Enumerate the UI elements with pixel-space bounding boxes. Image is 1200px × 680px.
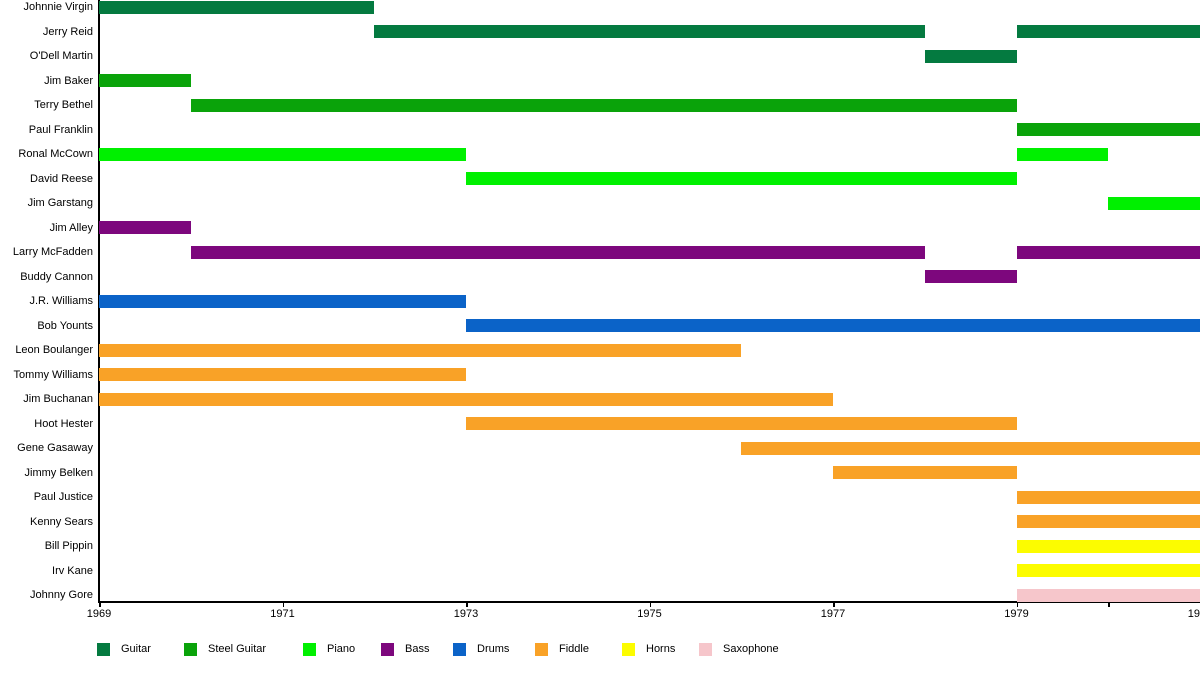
timeline-bar [99, 392, 833, 406]
member-label: Johnny Gore [30, 589, 93, 601]
x-tick [466, 602, 468, 607]
member-label: Irv Kane [52, 564, 93, 577]
timeline-bar [99, 343, 742, 357]
x-tick-label: 1969 [86, 608, 112, 620]
member-label: Kenny Sears [30, 515, 93, 528]
legend-label: Fiddle [559, 643, 589, 655]
member-label: Terry Bethel [34, 99, 93, 111]
timeline-bar [190, 98, 1017, 112]
timeline-bar [1108, 196, 1200, 210]
timeline-bar [1016, 515, 1200, 528]
member-label: Tommy Williams [13, 368, 93, 381]
timeline-bar [741, 441, 1200, 455]
timeline-bar [1016, 564, 1200, 577]
timeline-bar [99, 368, 466, 381]
member-label: Jim Alley [49, 221, 93, 234]
member-label: Bob Younts [37, 319, 93, 332]
timeline-bar [190, 245, 925, 259]
x-tick [833, 602, 835, 607]
x-tick [649, 602, 651, 607]
x-tick [1016, 602, 1018, 607]
member-label: Leon Boulanger [15, 344, 93, 356]
y-axis-line [98, 0, 100, 602]
member-label: J.R. Williams [29, 295, 93, 307]
x-tick [282, 602, 284, 607]
timeline-bar [1016, 539, 1200, 553]
member-label: Bill Pippin [44, 540, 93, 552]
steel_guitar-swatch-icon [184, 643, 197, 656]
timeline-bar [99, 221, 191, 234]
member-label: Jim Garstang [27, 197, 93, 209]
member-label: Gene Gasaway [17, 442, 93, 454]
legend-label: Horns [646, 643, 676, 655]
horns-swatch-icon [622, 643, 635, 656]
timeline-bar [374, 25, 925, 38]
member-label: Jim Baker [44, 74, 93, 87]
member-label: Hoot Hester [34, 417, 93, 430]
timeline-bar [99, 294, 466, 308]
x-tick [1108, 602, 1110, 607]
member-label: Ronal McCown [18, 148, 93, 160]
x-tick-label: 1979 [1004, 608, 1029, 620]
timeline-bar [1016, 123, 1200, 136]
timeline-bar [1016, 490, 1200, 504]
legend-label: Drums [477, 643, 510, 655]
timeline-bar [466, 319, 1200, 332]
timeline-bar [466, 172, 1017, 185]
member-label: Paul Justice [33, 491, 93, 503]
member-label: Johnnie Virgin [23, 1, 93, 13]
x-tick-label: 1973 [453, 608, 479, 620]
member-label: Buddy Cannon [20, 270, 93, 283]
timeline-bar [1016, 245, 1200, 259]
x-tick-label: 1975 [637, 608, 662, 620]
drums-swatch-icon [453, 643, 466, 656]
member-label: David Reese [30, 172, 93, 185]
timeline-bar [466, 417, 1017, 430]
piano-swatch-icon [303, 643, 316, 656]
timeline-bar [99, 74, 191, 87]
legend-label: Saxophone [723, 643, 779, 655]
timeline-bar [1016, 588, 1200, 602]
member-label: Larry McFadden [12, 246, 93, 258]
member-label: Jim Buchanan [23, 393, 93, 405]
legend-label: Piano [327, 643, 356, 655]
timeline-bar [99, 147, 466, 161]
member-label: Jimmy Belken [24, 466, 93, 479]
x-tick-label: 1977 [820, 608, 846, 620]
bass-swatch-icon [381, 643, 394, 656]
legend-label: Bass [405, 643, 430, 655]
member-label: Paul Franklin [28, 123, 93, 136]
timeline-bar [99, 0, 375, 14]
x-tick [99, 602, 101, 607]
x-tick-label: 1971 [270, 608, 295, 620]
fiddle-swatch-icon [535, 643, 548, 656]
timeline-bar [833, 466, 1017, 479]
member-label: Jerry Reid [42, 25, 93, 38]
x-tick-label: 1981 [1187, 608, 1200, 620]
x-axis-line [98, 601, 1200, 603]
timeline-bar [924, 49, 1017, 63]
timeline-bar [924, 270, 1017, 283]
timeline-bar [1016, 25, 1200, 38]
guitar-swatch-icon [97, 643, 110, 656]
member-label: O'Dell Martin [29, 50, 93, 62]
legend-label: Steel Guitar [208, 643, 267, 655]
saxophone-swatch-icon [699, 643, 712, 656]
legend-label: Guitar [121, 643, 151, 655]
timeline-bar [1016, 147, 1109, 161]
